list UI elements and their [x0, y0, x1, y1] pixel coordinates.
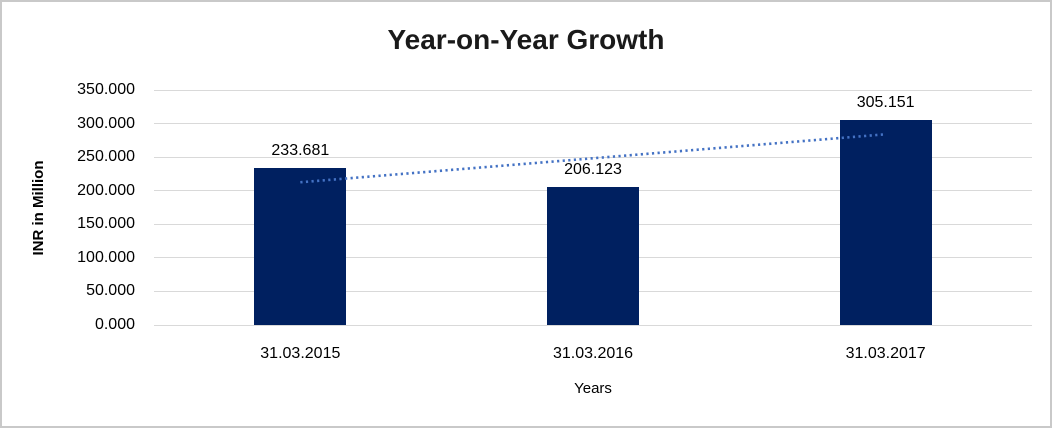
bar-value-label: 233.681 [271, 142, 330, 160]
gridline [154, 123, 1032, 125]
bar-31.03.2016 [547, 186, 639, 325]
gridline [154, 324, 1032, 326]
bar-value-label: 305.151 [856, 94, 915, 112]
y-axis-tick-label: 0.000 [94, 316, 135, 333]
x-axis-category-label: 31.03.2015 [260, 345, 341, 362]
y-axis-tick-label: 200.000 [77, 181, 135, 199]
x-axis-category-label: 31.03.2016 [552, 345, 634, 362]
y-axis-tick-label: 50.000 [86, 282, 135, 300]
x-axis-category-label: 31.03.2017 [845, 345, 926, 362]
bar-31.03.2015 [254, 168, 347, 325]
bar-value-label: 206.123 [564, 160, 622, 178]
y-axis-tick-label: 100.000 [77, 248, 135, 266]
x-axis-title: Years [574, 380, 612, 397]
gridline [154, 89, 1032, 91]
y-axis-tick-label: 300.000 [77, 114, 135, 132]
chart-title: Year-on-Year Growth [387, 24, 665, 55]
y-axis-tick-label: 150.000 [77, 215, 135, 233]
bar-31.03.2017 [839, 120, 932, 325]
y-axis-tick-label: 250.000 [77, 148, 135, 166]
y-axis-title: INR in Million [30, 160, 47, 256]
y-axis-tick-label: 350.000 [77, 81, 135, 98]
